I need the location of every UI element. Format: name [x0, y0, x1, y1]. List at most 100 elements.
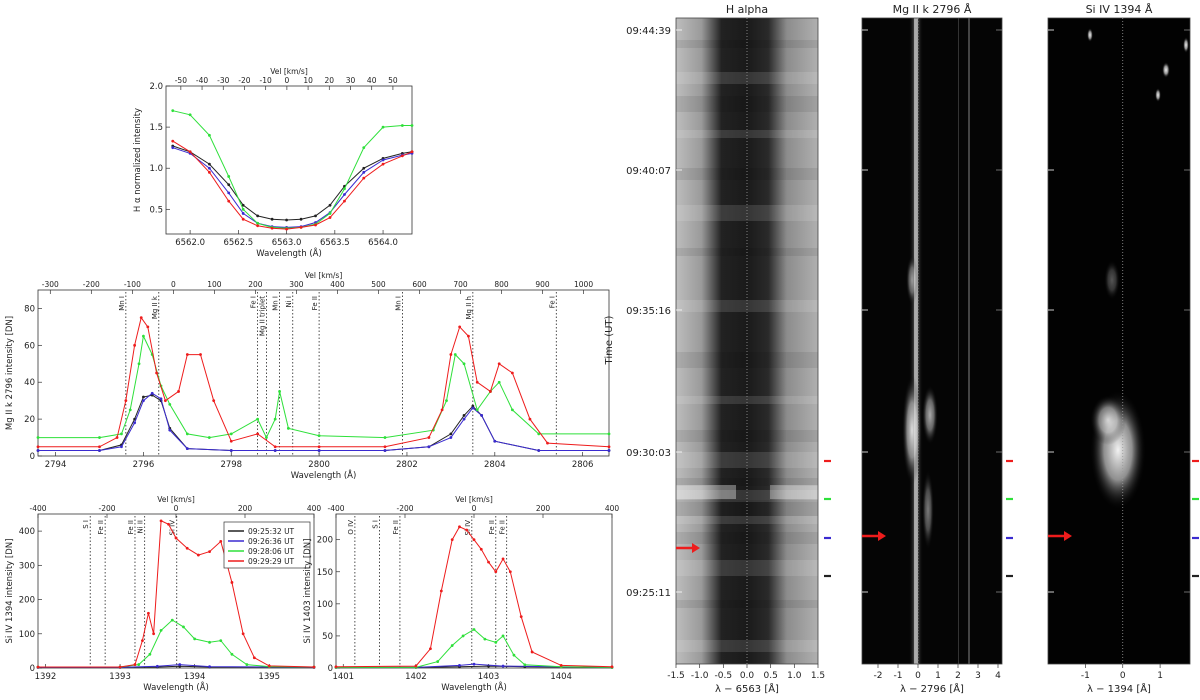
legend-label: 09:26:36 UT [248, 537, 295, 546]
data-point [285, 227, 288, 231]
plot-siiv1394_profiles: 1392 1393 1394 1395 0 100 200 300 400 -400 -200 0 20… [5, 495, 321, 693]
spectral-line-label: Mn I [118, 296, 126, 311]
x2-axis-label: Vel [km/s] [270, 67, 308, 76]
data-point [383, 436, 387, 439]
data-point [429, 647, 432, 651]
x-tick-label: 1392 [35, 672, 57, 682]
data-point [299, 217, 303, 221]
spectral-line-label: Ni II [137, 520, 145, 534]
data-point [343, 199, 346, 203]
data-point [141, 639, 144, 643]
data-point [208, 133, 211, 137]
panel-title: H alpha [726, 3, 768, 16]
data-point [607, 445, 611, 449]
data-point [185, 432, 189, 436]
x-tick-label: 3 [975, 671, 981, 681]
red-arrow-head [1064, 531, 1072, 541]
x-tick-label: 4 [995, 671, 1001, 681]
panel-title: Mg II k 2796 Å [893, 3, 972, 16]
red-arrow-head [692, 543, 700, 553]
data-point [400, 124, 404, 127]
data-point [453, 353, 457, 356]
spectral-line-label: Mn I [395, 296, 403, 311]
spectral-line-label: Mg II triplet [258, 296, 266, 336]
data-point [159, 397, 163, 401]
data-point [147, 611, 150, 615]
x2-tick-label: -400 [327, 504, 344, 513]
data-point [436, 660, 440, 663]
data-point [427, 436, 431, 439]
x-tick-label: 0 [1120, 671, 1126, 681]
x-tick-label: 6563.5 [320, 238, 350, 248]
x-tick-label: 1403 [478, 672, 500, 682]
y-tick-label: 100 [19, 630, 35, 640]
legend-label: 09:25:32 UT [248, 527, 295, 536]
data-point [219, 639, 223, 643]
data-point [36, 445, 40, 449]
data-point [487, 560, 490, 564]
data-point [185, 447, 189, 451]
data-point [137, 362, 141, 366]
data-point [241, 207, 245, 211]
data-point [155, 664, 159, 668]
data-point [159, 628, 163, 632]
plot-halpha_profiles: 6562.0 6562.5 6563.0 6563.5 6564.0 0.5 1.0 1.5 2… [133, 67, 414, 259]
halpha-band [676, 40, 818, 48]
data-point [440, 408, 444, 412]
spectral-line-label: Mn I [272, 296, 280, 311]
data-point [185, 353, 189, 356]
x2-tick-label: 40 [367, 76, 377, 85]
spectral-line-label: Fe II [392, 520, 400, 534]
x2-tick-label: 400 [330, 280, 345, 289]
data-point [607, 432, 611, 436]
series-line-blue [172, 147, 413, 228]
data-point [256, 214, 260, 218]
series-line-red [335, 526, 613, 668]
mgii-image [862, 18, 1002, 664]
data-point [167, 522, 170, 526]
spectral-line-label: S I [372, 520, 380, 529]
legend-label: 09:28:06 UT [248, 547, 295, 556]
data-point [471, 406, 475, 410]
x-tick-label: 1393 [109, 672, 131, 682]
data-point [537, 432, 541, 436]
data-point [489, 390, 492, 393]
data-point [265, 436, 268, 439]
data-point [343, 187, 346, 191]
x-tick-label: 1.5 [811, 671, 825, 681]
data-point [241, 632, 245, 636]
data-point [472, 662, 476, 666]
data-point [465, 528, 469, 532]
halpha-band [676, 130, 818, 138]
spectral-line-label: Ni I [285, 296, 293, 307]
data-point [410, 150, 414, 154]
spectral-line-label: Fe II [97, 520, 105, 534]
data-point [208, 665, 211, 669]
data-point [124, 399, 128, 403]
data-point [168, 402, 172, 406]
y-tick-label: 1.0 [149, 164, 163, 174]
data-point [241, 203, 245, 207]
data-point [483, 637, 487, 641]
data-point [241, 217, 245, 221]
data-point [530, 650, 534, 654]
data-point [150, 391, 154, 395]
spectral-line-label: S I [82, 520, 90, 529]
y-tick-label: 300 [19, 561, 35, 571]
x2-tick-label: 100 [207, 280, 222, 289]
x-tick-label: 2798 [220, 460, 242, 470]
y-tick-label: 80 [24, 304, 35, 314]
data-point [445, 399, 448, 403]
data-point [317, 434, 321, 438]
x-tick-label: 2800 [308, 460, 330, 470]
data-point [229, 432, 233, 436]
x2-axis-label: Vel [km/s] [157, 495, 195, 504]
x2-axis-label: Vel [km/s] [305, 271, 343, 280]
spectral-line-label: Fe I [250, 296, 258, 308]
plot-mgii_profiles: 2794 2796 2798 2800 2802 2804 2806 0 20 40 60 80 -30… [5, 271, 611, 481]
x2-tick-label: -20 [238, 76, 250, 85]
plot-frame [165, 85, 413, 235]
data-point [317, 449, 321, 452]
x2-tick-label: 10 [303, 76, 313, 85]
x-tick-label: 1401 [332, 672, 354, 682]
